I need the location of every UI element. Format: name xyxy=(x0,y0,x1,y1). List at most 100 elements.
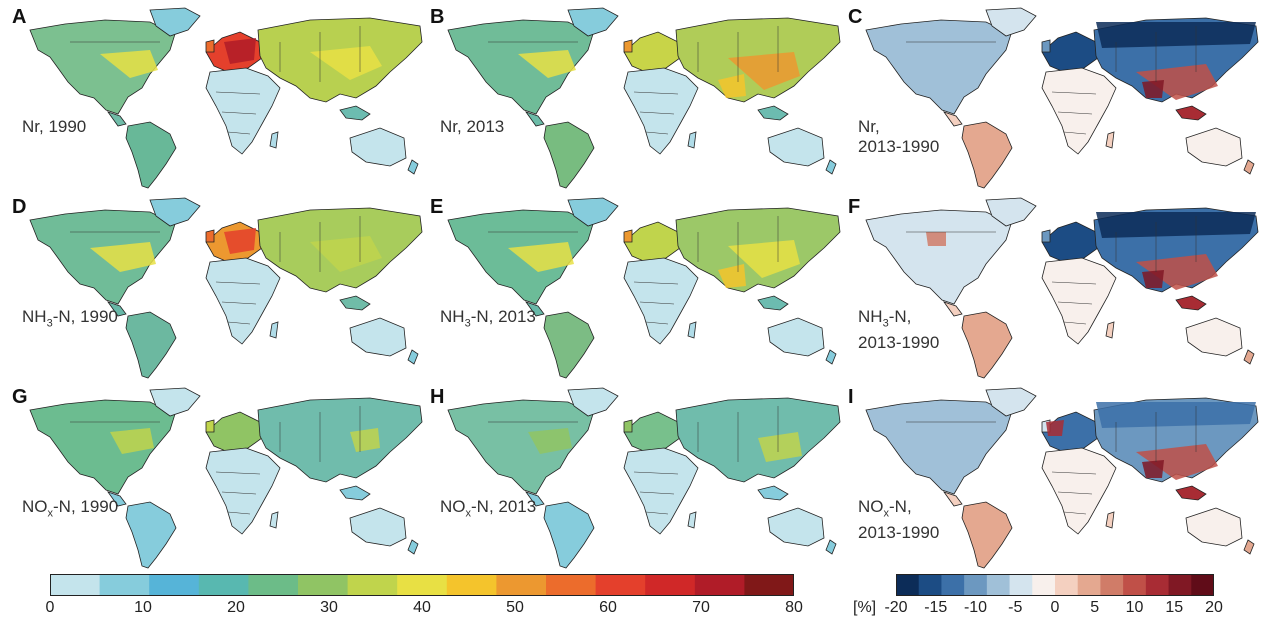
region-as xyxy=(257,397,423,483)
border-line xyxy=(221,301,257,305)
colorbar-tick-label: 80 xyxy=(785,599,803,616)
map-panel-f: F NH3-N, 2013-1990 xyxy=(846,192,1266,382)
region-af xyxy=(1041,257,1117,345)
hotspot-1 xyxy=(728,240,800,278)
colorbar-swatch xyxy=(198,574,249,596)
colorbar-swatch xyxy=(347,574,398,596)
region-uk xyxy=(205,39,215,53)
hotspot-0 xyxy=(518,50,576,78)
region-sa xyxy=(543,311,595,379)
hotspot-1 xyxy=(1142,460,1164,478)
region-au xyxy=(349,127,407,167)
hotspot-1 xyxy=(350,428,380,452)
colorbar-tick-label: -20 xyxy=(884,599,908,616)
region-nz xyxy=(825,349,837,365)
hotspot-0 xyxy=(90,242,156,272)
colorbar-swatch xyxy=(941,574,965,596)
hotspot-0 xyxy=(528,428,572,454)
region-ca xyxy=(524,491,545,507)
colorbar-swatch xyxy=(1123,574,1147,596)
colorbar-swatch xyxy=(694,574,745,596)
map-panel-d: D NH3-N, 1990 xyxy=(10,192,430,382)
colorbar-tick-label: -10 xyxy=(963,599,988,616)
map-panel-h: H NOx-N, 2013 xyxy=(428,382,848,572)
region-ia xyxy=(1175,105,1207,121)
colorbar-border xyxy=(896,574,1214,596)
panel-letter: B xyxy=(430,6,445,28)
region-gr xyxy=(985,197,1037,227)
hotspot-0 xyxy=(1136,254,1218,290)
panel-letter: E xyxy=(430,196,444,218)
world-map xyxy=(865,197,1259,379)
colorbar-tick-label: -15 xyxy=(924,599,948,616)
region-gr xyxy=(985,387,1037,417)
region-ia xyxy=(1175,485,1207,501)
colorbar-difference: -20 -15 -10 -5 0 5 10 15 20 xyxy=(884,574,1223,626)
hotspot-0 xyxy=(1136,64,1218,100)
colorbar-swatch xyxy=(1077,574,1101,596)
region-md xyxy=(269,321,279,339)
region-nz xyxy=(1243,539,1255,555)
region-au xyxy=(1185,507,1243,547)
region-ia xyxy=(339,105,371,121)
world-map xyxy=(29,197,423,379)
colorbar-swatch xyxy=(1145,574,1170,596)
panel-label: NOx-N, 2013-1990 xyxy=(858,497,940,543)
region-uk xyxy=(205,229,215,243)
region-md xyxy=(687,511,697,529)
region-uk xyxy=(623,419,633,433)
region-ca xyxy=(942,301,963,317)
region-eu xyxy=(1041,221,1099,263)
hotspot-2 xyxy=(224,228,256,254)
border-line xyxy=(215,91,261,95)
colorbar-tick-label: 50 xyxy=(506,599,524,616)
border-line xyxy=(1063,511,1087,515)
colorbar-swatch xyxy=(744,574,794,596)
hotspot-3 xyxy=(926,232,946,246)
panel-letter: H xyxy=(430,386,445,408)
colorbar-swatch xyxy=(149,574,200,596)
region-nz xyxy=(1243,159,1255,175)
colorbar-absolute: 0 10 20 30 40 50 60 70 80 xyxy=(46,574,803,626)
region-af xyxy=(623,257,699,345)
map-panel-c: C Nr, 2013-1990 xyxy=(846,2,1266,192)
colorbar-swatch xyxy=(1032,574,1056,596)
border-line xyxy=(633,281,679,285)
colorbar-tick-label: 30 xyxy=(320,599,338,616)
border-line xyxy=(215,281,261,285)
map-panel-e: E NH3-N, 2013 xyxy=(428,192,848,382)
map-panel-g: G NOx-N, 1990 xyxy=(10,382,430,572)
world-map xyxy=(29,387,423,569)
region-na xyxy=(29,19,176,115)
region-au xyxy=(349,317,407,357)
world-map xyxy=(865,387,1259,569)
hotspot-1 xyxy=(1142,80,1164,98)
colorbar-tick-label: -5 xyxy=(1008,599,1023,616)
colorbar-swatch xyxy=(964,574,988,596)
hotspot-1 xyxy=(758,432,802,462)
panel-label: Nr, 2013-1990 xyxy=(858,117,940,156)
border-line xyxy=(1051,281,1097,285)
region-af xyxy=(1041,447,1117,535)
colorbar-swatch xyxy=(496,574,547,596)
border-line xyxy=(227,511,251,515)
region-af xyxy=(205,447,281,535)
colorbar-swatch xyxy=(546,574,597,596)
colorbar-swatch xyxy=(397,574,448,596)
region-uk xyxy=(1041,229,1051,243)
border-line xyxy=(639,111,675,115)
border-line xyxy=(1051,91,1097,95)
region-md xyxy=(687,131,697,149)
panel-label: NOx-N, 1990 xyxy=(22,497,119,520)
region-af xyxy=(623,447,699,535)
region-af xyxy=(205,257,281,345)
region-sa xyxy=(961,501,1013,569)
region-gr xyxy=(567,387,619,417)
region-sa xyxy=(543,121,595,189)
region-au xyxy=(767,127,825,167)
border-line xyxy=(633,471,679,475)
region-ca xyxy=(106,111,127,127)
colorbar-unit: [%] xyxy=(853,599,877,616)
region-nz xyxy=(1243,349,1255,365)
hotspot-0 xyxy=(100,50,158,78)
